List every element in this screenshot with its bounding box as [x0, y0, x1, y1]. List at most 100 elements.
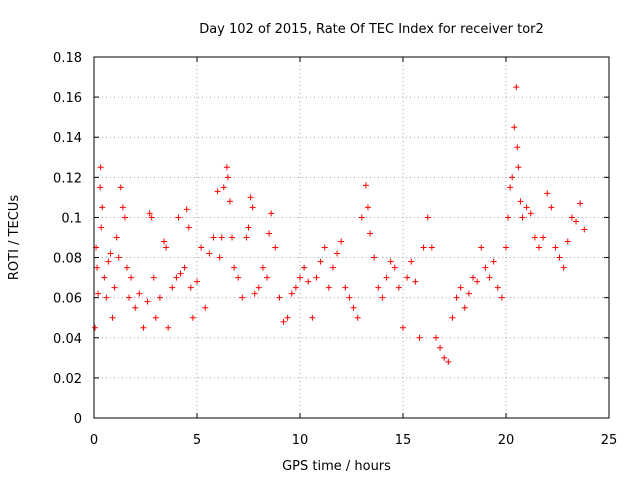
data-point [465, 290, 472, 297]
data-point [99, 204, 106, 211]
y-tick-label: 0.16 [53, 91, 82, 106]
data-point [224, 174, 231, 181]
data-point [371, 254, 378, 261]
data-point [441, 354, 448, 361]
data-point [136, 290, 143, 297]
data-point [173, 274, 180, 281]
data-point [243, 234, 250, 241]
data-point [346, 294, 353, 301]
data-point [169, 284, 176, 291]
data-point [461, 304, 468, 311]
data-point [161, 238, 168, 245]
data-point [338, 238, 345, 245]
data-point [280, 318, 287, 325]
data-point [177, 270, 184, 277]
x-tick-label: 15 [395, 433, 412, 448]
y-tick-label: 0.1 [61, 211, 82, 226]
data-point [235, 274, 242, 281]
data-point [189, 314, 196, 321]
data-point [507, 184, 514, 191]
data-point [395, 284, 402, 291]
data-point [305, 278, 312, 285]
data-point [313, 274, 320, 281]
data-point [247, 194, 254, 201]
data-point [424, 214, 431, 221]
data-point [556, 254, 563, 261]
data-point [181, 264, 188, 271]
data-point [486, 274, 493, 281]
plot-frame [93, 56, 610, 419]
data-point [210, 234, 217, 241]
y-tick-label: 0.18 [53, 51, 82, 66]
x-tick-label: 20 [498, 433, 515, 448]
data-point [231, 264, 238, 271]
data-point [416, 334, 423, 341]
y-tick-label: 0.06 [53, 292, 82, 307]
data-point [482, 264, 489, 271]
data-point [111, 284, 118, 291]
data-point [266, 230, 273, 237]
data-point [123, 264, 130, 271]
data-point [437, 344, 444, 351]
x-tick-label: 10 [292, 433, 309, 448]
data-point [334, 250, 341, 257]
data-point [513, 84, 520, 91]
data-point [297, 274, 303, 281]
data-point [216, 254, 223, 261]
data-point [152, 314, 159, 321]
data-point [140, 324, 147, 331]
data-point [577, 200, 584, 207]
data-point [505, 214, 512, 221]
data-point [391, 264, 398, 271]
data-point [375, 284, 382, 291]
data-point [531, 234, 538, 241]
data-point [358, 214, 365, 221]
data-point [519, 214, 526, 221]
data-point [101, 274, 108, 281]
data-point [202, 304, 209, 311]
data-point [183, 206, 190, 213]
data-point [218, 234, 225, 241]
data-point [185, 224, 192, 231]
data-point [251, 290, 258, 297]
chart-title: Day 102 of 2015, Rate Of TEC Index for r… [199, 22, 544, 37]
data-point [97, 164, 104, 171]
data-point [478, 244, 485, 251]
data-point [329, 264, 336, 271]
data-point [117, 184, 124, 191]
data-point [194, 278, 200, 285]
data-point [239, 294, 246, 301]
data-point [259, 264, 266, 271]
data-point [387, 258, 394, 265]
data-point [276, 294, 283, 301]
data-point [511, 124, 518, 131]
data-point [540, 234, 547, 241]
x-tick-label: 5 [193, 433, 201, 448]
data-point [321, 244, 328, 251]
x-tick-label: 0 [90, 433, 98, 448]
data-point [128, 274, 135, 281]
data-point [564, 238, 571, 245]
y-tick-label: 0.12 [53, 171, 82, 186]
y-tick-label: 0 [74, 412, 82, 427]
y-axis-label: ROTI / TECUs [7, 195, 22, 280]
data-point [126, 294, 133, 301]
data-point [474, 278, 481, 285]
data-point [470, 274, 477, 281]
data-point [404, 274, 411, 281]
data-point [445, 358, 452, 365]
data-point [144, 298, 151, 305]
data-point [165, 324, 172, 331]
data-point [214, 188, 221, 195]
grid-lines [94, 57, 609, 418]
data-point [249, 204, 256, 211]
data-point [150, 274, 157, 281]
data-point [490, 258, 497, 265]
data-point [342, 284, 349, 291]
data-point [552, 244, 559, 251]
data-point [148, 214, 155, 221]
data-point [503, 244, 509, 251]
data-point [494, 284, 501, 291]
data-point [350, 304, 357, 311]
data-point [523, 204, 530, 211]
